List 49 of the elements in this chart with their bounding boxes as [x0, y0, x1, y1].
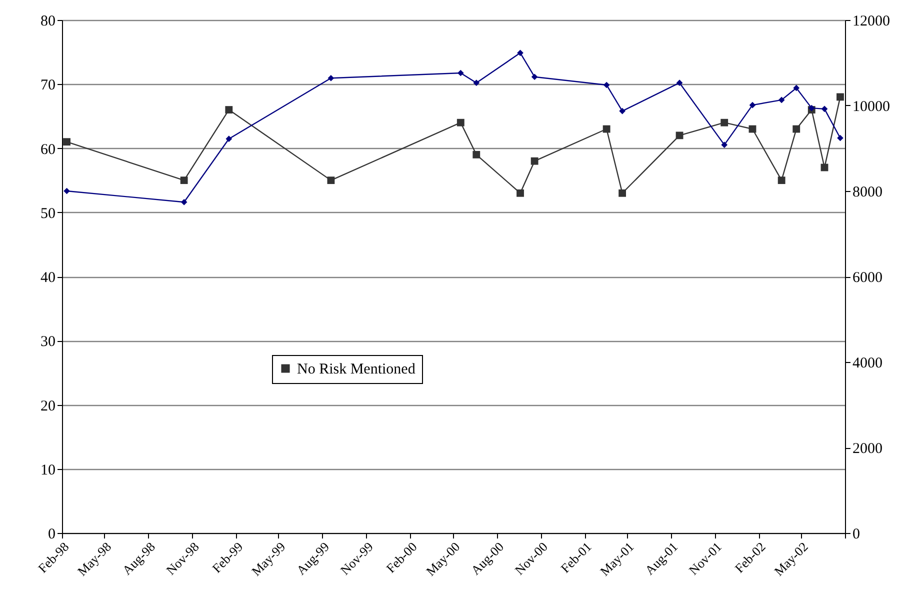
y2-tick-label: 2000: [852, 441, 882, 457]
point: [778, 96, 785, 104]
point: [328, 74, 334, 82]
point: [530, 157, 538, 165]
point: [456, 118, 464, 126]
point: [618, 189, 626, 197]
point: [602, 125, 610, 133]
point: [516, 189, 524, 197]
point: [517, 50, 524, 56]
y2-tick-label: 6000: [852, 270, 882, 286]
point: [837, 134, 844, 142]
point: [327, 176, 335, 184]
point: [821, 106, 828, 112]
y2-tick-label: 4000: [852, 356, 882, 372]
point: [180, 176, 188, 184]
point: [619, 108, 626, 114]
point: [749, 102, 756, 108]
point: [225, 106, 233, 114]
y-tick-label: 80: [40, 14, 56, 30]
y-tick-label: 20: [40, 398, 56, 414]
y-tick-label: 10: [40, 462, 56, 478]
point: [457, 70, 464, 76]
point: [720, 118, 728, 126]
point: [226, 136, 232, 142]
point: [836, 93, 844, 101]
point: [778, 176, 786, 184]
y2-tick-label: 10000: [852, 99, 890, 115]
point: [792, 125, 800, 133]
point: [472, 150, 480, 158]
y2-tick-label: 8000: [852, 184, 882, 200]
point: [721, 142, 728, 148]
y-tick-label: 60: [40, 142, 56, 158]
point: [676, 80, 683, 86]
y-tick-label: 50: [40, 206, 56, 222]
point: [473, 80, 480, 86]
point: [603, 82, 610, 88]
y2-tick-label: 0: [852, 526, 860, 542]
point: [531, 74, 538, 80]
point: [676, 132, 684, 140]
y-tick-label: 70: [40, 78, 56, 94]
y-tick-label: 30: [40, 334, 56, 350]
legend-label: No Risk Mentioned: [297, 362, 416, 378]
point: [793, 84, 800, 92]
y-tick-label: 0: [48, 526, 56, 542]
y-tick-label: 40: [40, 270, 56, 286]
point: [180, 198, 188, 206]
point: [64, 188, 70, 194]
point: [63, 138, 70, 146]
y2-tick-label: 12000: [852, 14, 890, 30]
